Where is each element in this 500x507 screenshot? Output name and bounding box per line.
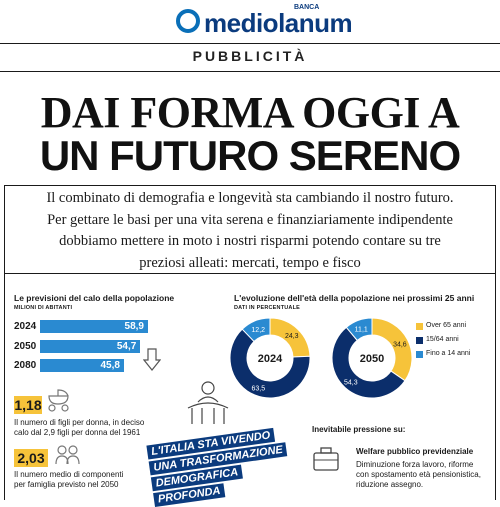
bar-value: 54,7: [116, 341, 137, 352]
family-text-line: per famiglia previsto nel 2050: [14, 480, 119, 489]
pressure-text-line: riduzione assegno.: [356, 480, 424, 489]
bar-year: 2050: [14, 341, 37, 352]
donut-slice-young: [241, 317, 271, 343]
brand-tag: BANCA: [294, 4, 320, 11]
family-text: Il numero medio di componenti per famigl…: [14, 470, 123, 490]
donut-label: 24,3: [285, 333, 299, 340]
legend-label: 15/64 anni: [426, 336, 459, 343]
legend-over65: Over 65 anni: [416, 322, 467, 330]
frame-left: [4, 185, 5, 500]
fertility-text-line: Il numero di figli per donna, in deciso: [14, 418, 145, 427]
mediolanum-logo[interactable]: mediolanum BANCA: [176, 4, 353, 40]
logo-ring-icon: [176, 9, 200, 33]
age-donut-charts: 24,3 63,5 12,2 2024 34,6 54,3 11,1 2050: [229, 317, 413, 399]
legend-young: Fino a 14 anni: [416, 350, 471, 358]
legend-label: Fino a 14 anni: [426, 350, 471, 357]
intro-line: Per gettare le basi per una vita serena …: [47, 211, 453, 228]
divider: [0, 43, 500, 44]
donut-label: 63,5: [251, 385, 265, 392]
bar-value: 45,8: [100, 360, 120, 371]
headline-line-1: DAI FORMA OGGI A: [40, 88, 460, 137]
frame-top: [4, 185, 496, 186]
legend-swatch: [416, 323, 423, 330]
family-text-line: Il numero medio di componenti: [14, 470, 124, 479]
intro-line: preziosi alleati: mercati, tempo e fisco: [139, 254, 361, 271]
population-bar: 45,8: [40, 359, 124, 372]
pressure-title: Inevitabile pressione su:: [312, 425, 406, 434]
divider: [4, 273, 496, 274]
pressure-item-title: Welfare pubblico previdenziale: [356, 447, 474, 456]
bar-year: 2080: [14, 360, 37, 371]
headline-line-2: UN FUTURO SERENO: [39, 132, 461, 179]
family-icon: [55, 445, 80, 465]
brand-name: mediolanum: [204, 8, 353, 38]
ages-title: L'evoluzione dell'età della popolazione …: [234, 293, 475, 303]
bar-year: 2024: [14, 321, 37, 332]
population-subtitle: MILIONI DI ABITANTI: [14, 305, 73, 311]
frame-right: [495, 185, 496, 500]
intro-line: dobbiamo mettere in moto i nostri rispar…: [59, 233, 441, 249]
intro-line: Il combinato di demografia e longevità s…: [46, 190, 454, 206]
bar-value: 58,9: [124, 321, 144, 332]
advertising-label: PUBBLICITÀ: [192, 48, 308, 64]
donut-label: 54,3: [344, 379, 358, 386]
pressure-text-line: Diminuzione forza lavoro, riforme: [356, 460, 474, 469]
population-title: Le previsioni del calo della popolazione: [14, 293, 175, 303]
legend-mid: 15/64 anni: [416, 336, 459, 344]
population-bar: 58,9: [40, 320, 148, 333]
donut-label: 11,1: [355, 326, 368, 333]
donut-slice-mid: [229, 328, 311, 399]
fertility-text-line: calo dal 2,9 figli per donna del 1961: [14, 428, 141, 437]
donut-slice-young: [345, 317, 373, 342]
briefcase-icon: [313, 447, 339, 471]
fertility-text: Il numero di figli per donna, in deciso …: [14, 418, 144, 438]
legend-swatch: [416, 351, 423, 358]
stroller-icon: [48, 389, 69, 412]
header: mediolanum BANCA: [0, 0, 500, 44]
people-network-icon: [187, 381, 229, 424]
intro-paragraph: Il combinato di demografia e longevità s…: [20, 188, 480, 274]
donut-label: 12,2: [251, 327, 265, 334]
legend-swatch: [416, 337, 423, 344]
ages-subtitle: DATI IN PERCENTUALE: [234, 305, 301, 311]
donut-year-label: 2024: [258, 353, 283, 365]
legend-label: Over 65 anni: [426, 322, 467, 329]
donut-year-label: 2050: [360, 353, 384, 365]
down-arrow-icon: [143, 348, 161, 371]
divider: [0, 71, 500, 72]
donut-slice-mid: [331, 326, 406, 399]
population-bar: 54,7: [40, 340, 141, 353]
transformation-banner: L'ITALIA STA VIVENDO UNA TRASFORMAZIONE …: [146, 427, 288, 507]
pressure-item-text: Diminuzione forza lavoro, riforme con sp…: [356, 460, 481, 490]
donut-label: 34,6: [393, 341, 407, 348]
family-value: 2,03: [14, 449, 48, 467]
fertility-value: 1,18: [14, 396, 42, 414]
pressure-text-line: con spostamento età pensionistica,: [356, 470, 481, 479]
